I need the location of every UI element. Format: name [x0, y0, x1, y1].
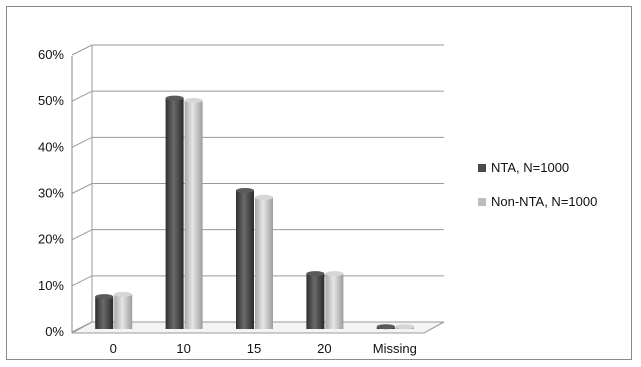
gridline-slant — [71, 275, 93, 287]
legend: NTA, N=1000 Non-NTA, N=1000 — [478, 160, 597, 209]
bar-non-nta-0 — [114, 294, 133, 329]
bar-cap — [395, 324, 414, 330]
y-tick-label: 20% — [38, 232, 64, 247]
bar-cap — [114, 291, 133, 297]
bar-non-nta-20 — [325, 273, 344, 329]
bar-cap — [306, 271, 325, 277]
bar-nta-10 — [165, 98, 184, 330]
bar-cap — [165, 95, 184, 101]
bar-cap — [325, 271, 344, 277]
y-tick-label: 0% — [45, 324, 64, 339]
legend-label: Non-NTA, N=1000 — [491, 194, 597, 209]
x-tick-label: Missing — [373, 341, 417, 356]
bar-nta-0 — [95, 296, 114, 329]
x-tick-label: 0 — [110, 341, 117, 356]
bar-non-nta-10 — [184, 100, 203, 329]
gridline-slant — [71, 136, 93, 148]
bar-nta-15 — [236, 190, 254, 329]
y-tick-label: 30% — [38, 186, 64, 201]
gridline-slant — [71, 44, 93, 56]
x-tick-label: 10 — [176, 341, 190, 356]
bar-cap — [184, 97, 203, 103]
legend-swatch — [478, 198, 486, 206]
bar-cap — [255, 194, 273, 200]
gridline-slant — [71, 90, 93, 102]
bar-cap — [95, 294, 114, 300]
bar-cap — [236, 188, 254, 193]
bar-non-nta-15 — [255, 197, 273, 329]
legend-swatch — [478, 164, 486, 172]
gridline-slant — [71, 183, 93, 194]
y-tick-label: 50% — [38, 93, 64, 108]
y-tick-label: 60% — [38, 47, 64, 62]
y-tick-label: 10% — [38, 278, 64, 293]
bars — [95, 95, 414, 330]
gridline-slant — [71, 229, 93, 241]
x-tick-labels: 0 10 15 20 Missing — [110, 341, 417, 356]
y-tick-label: 40% — [38, 139, 64, 154]
legend-label: NTA, N=1000 — [491, 160, 569, 175]
bar-cap — [376, 324, 395, 330]
x-tick-label: 20 — [317, 341, 331, 356]
bar-nta-20 — [306, 273, 325, 329]
y-tick-labels: 0% 10% 20% 30% 40% 50% 60% — [38, 47, 64, 339]
x-tick-label: 15 — [247, 341, 261, 356]
